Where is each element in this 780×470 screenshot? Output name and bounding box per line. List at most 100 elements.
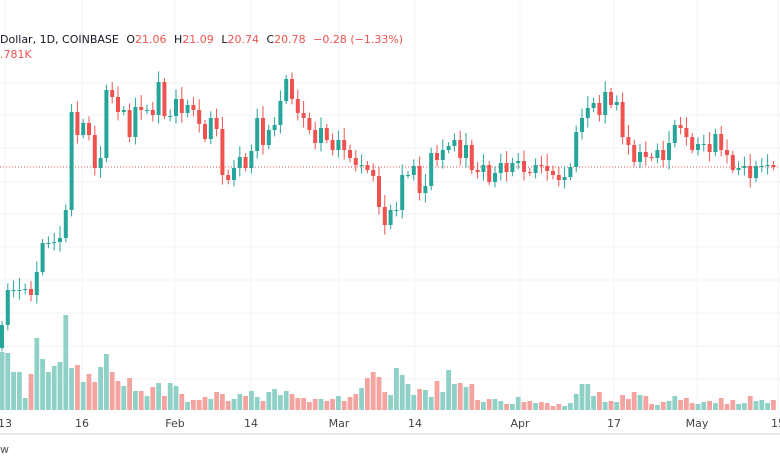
candle-body (551, 171, 555, 175)
candle-body (429, 153, 434, 186)
x-tick-label: 17 (607, 417, 621, 430)
volume-bar (202, 397, 208, 410)
candle-body (40, 243, 45, 272)
volume-bar (631, 392, 637, 410)
volume-bar (324, 401, 330, 410)
candle-body (284, 79, 289, 101)
candle-body (156, 82, 161, 115)
volume-bar (742, 403, 747, 410)
candle-body (313, 130, 318, 143)
candle-body (295, 99, 300, 113)
volume-bar (162, 396, 167, 410)
volume-bar (144, 396, 150, 410)
low-value: L20.74 (221, 33, 259, 46)
volume-bar (69, 368, 74, 410)
candle-body (423, 186, 428, 193)
volume-bar (579, 384, 585, 410)
candle-body (104, 90, 109, 158)
volume-bar (196, 400, 202, 410)
candle-body (330, 140, 335, 150)
candle-body (92, 135, 97, 168)
candle-body (400, 175, 405, 210)
volume-bar (191, 400, 196, 410)
volume-bar (156, 383, 161, 410)
volume-bar (469, 384, 475, 410)
volume-bar (34, 338, 40, 410)
candle-body (353, 158, 358, 165)
volume-bar (98, 367, 103, 410)
candle-body (0, 325, 4, 348)
volume-bar (109, 372, 115, 410)
volume-bar (289, 394, 295, 410)
x-tick-label: 14 (244, 417, 258, 430)
candle-body (63, 210, 68, 238)
volume-bar (51, 366, 57, 410)
volume-bar (684, 398, 689, 410)
candle-body (440, 150, 445, 160)
volume-bar (701, 402, 707, 410)
candle-body (464, 145, 468, 158)
volume-bar (394, 368, 399, 410)
volume-bar (318, 399, 324, 410)
volume-bar (614, 402, 620, 410)
candle-body (609, 92, 613, 105)
volume-bar (620, 395, 625, 410)
candle-body (690, 137, 695, 150)
candle-body (220, 129, 225, 175)
candle-body (585, 108, 590, 118)
volume-bar (423, 390, 428, 410)
volume-bar (713, 403, 718, 410)
volume-bar (643, 396, 649, 410)
candle-body (197, 110, 202, 124)
x-tick-label: 14 (408, 417, 422, 430)
volume-bar (405, 384, 411, 410)
volume-bar (486, 399, 492, 410)
volume-bar (388, 395, 393, 410)
candle-body (458, 140, 463, 158)
volume-bar (104, 354, 109, 410)
volume-bar (504, 404, 509, 410)
grid-lines (0, 0, 780, 414)
change-value: −0.28 (−1.33%) (313, 33, 404, 46)
price-chart[interactable]: 13 16 Feb 14 Mar 14 Apr 17 May 15 (0, 0, 780, 432)
volume-bar (492, 399, 498, 410)
volume-bar (295, 398, 301, 410)
candle-body (417, 166, 422, 193)
candle-body (510, 163, 515, 172)
chart-legend: Dollar, 1D, COINBASE O21.06 H21.09 L20.7… (0, 33, 407, 46)
candle-body (620, 102, 625, 137)
footer-text: w (0, 443, 9, 456)
candle-body (388, 210, 393, 225)
volume-bar (22, 398, 28, 410)
volume-bar (28, 374, 34, 410)
candle-body (23, 289, 28, 290)
volume-bar (365, 378, 370, 410)
volume-bar (179, 394, 185, 410)
volume-bar (185, 402, 190, 410)
x-tick-label: Apr (510, 417, 530, 430)
volume-bar (127, 378, 132, 410)
volume-bar (0, 352, 5, 410)
volume-bar (254, 397, 260, 410)
candle-body (556, 175, 561, 180)
volume-bar (695, 404, 701, 410)
volume-bar (591, 396, 596, 410)
candle-body (348, 150, 352, 158)
volume-bar (678, 400, 683, 410)
volume-bar (649, 404, 654, 410)
volume-bar (568, 403, 573, 410)
candle-body (34, 272, 39, 295)
candle-body (522, 161, 526, 172)
candle-body (527, 172, 532, 173)
volume-value: .781K (0, 48, 32, 61)
volume-bar (765, 403, 770, 410)
candle-body (754, 166, 758, 178)
candle-body (591, 103, 596, 108)
volume-bar (463, 387, 469, 410)
volume-bar (75, 365, 80, 410)
volume-bar (498, 401, 504, 410)
volume-bar (92, 382, 98, 410)
candle-body (174, 99, 178, 116)
volume-bar (237, 394, 243, 410)
volume-bar (539, 402, 544, 410)
